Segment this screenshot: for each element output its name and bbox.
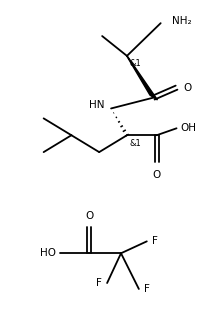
Text: F: F	[152, 236, 158, 246]
Text: HN: HN	[89, 100, 104, 111]
Text: F: F	[96, 278, 102, 288]
Text: O: O	[153, 170, 161, 180]
Text: &1: &1	[130, 139, 142, 148]
Text: &1: &1	[130, 59, 142, 68]
Text: OH: OH	[181, 123, 197, 133]
Text: F: F	[144, 284, 150, 294]
Polygon shape	[127, 56, 157, 100]
Text: O: O	[85, 211, 93, 220]
Text: O: O	[183, 83, 192, 92]
Text: HO: HO	[40, 248, 56, 258]
Text: NH₂: NH₂	[172, 16, 191, 26]
